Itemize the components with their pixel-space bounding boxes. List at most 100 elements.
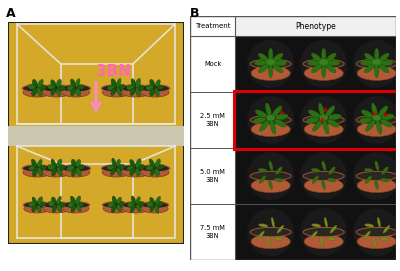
Ellipse shape (68, 203, 74, 207)
Ellipse shape (127, 202, 134, 207)
Ellipse shape (42, 202, 70, 208)
Ellipse shape (58, 202, 65, 207)
Ellipse shape (155, 159, 160, 168)
Ellipse shape (247, 40, 294, 88)
Ellipse shape (150, 88, 155, 96)
Ellipse shape (320, 236, 323, 247)
Ellipse shape (136, 168, 140, 176)
Ellipse shape (22, 165, 52, 172)
Ellipse shape (103, 204, 130, 213)
Ellipse shape (48, 85, 55, 89)
Ellipse shape (110, 168, 116, 176)
Ellipse shape (357, 234, 396, 249)
Ellipse shape (372, 103, 378, 118)
Ellipse shape (137, 164, 145, 170)
Ellipse shape (374, 180, 378, 189)
Ellipse shape (380, 237, 389, 241)
Ellipse shape (130, 88, 135, 96)
Ellipse shape (108, 202, 115, 208)
Ellipse shape (154, 168, 160, 176)
Ellipse shape (382, 114, 394, 120)
Ellipse shape (66, 166, 74, 171)
Ellipse shape (58, 86, 66, 91)
Ellipse shape (42, 85, 71, 92)
Ellipse shape (56, 159, 62, 168)
Ellipse shape (71, 159, 76, 167)
Ellipse shape (359, 117, 372, 123)
Ellipse shape (247, 152, 294, 200)
Ellipse shape (303, 59, 344, 69)
Ellipse shape (258, 53, 269, 62)
Ellipse shape (374, 48, 379, 63)
Ellipse shape (62, 168, 90, 177)
Ellipse shape (117, 205, 122, 212)
Ellipse shape (130, 204, 136, 213)
Ellipse shape (37, 159, 42, 167)
Ellipse shape (312, 120, 322, 131)
Ellipse shape (377, 217, 381, 228)
Ellipse shape (141, 168, 169, 177)
Ellipse shape (250, 227, 291, 237)
Ellipse shape (300, 40, 347, 88)
Ellipse shape (150, 197, 154, 204)
Ellipse shape (269, 161, 273, 171)
Ellipse shape (127, 166, 134, 171)
Ellipse shape (373, 236, 376, 247)
Ellipse shape (76, 196, 81, 205)
Ellipse shape (251, 66, 290, 80)
Bar (8, 126, 184, 146)
Ellipse shape (122, 168, 150, 177)
Ellipse shape (51, 88, 56, 96)
Ellipse shape (57, 204, 62, 212)
Ellipse shape (102, 88, 130, 97)
Ellipse shape (23, 88, 51, 97)
Ellipse shape (380, 178, 389, 182)
Ellipse shape (37, 197, 43, 204)
Ellipse shape (326, 64, 336, 73)
Ellipse shape (276, 167, 282, 175)
Ellipse shape (353, 40, 400, 88)
Ellipse shape (58, 165, 65, 170)
Ellipse shape (327, 119, 339, 127)
Ellipse shape (37, 167, 43, 176)
Ellipse shape (140, 165, 170, 172)
Ellipse shape (379, 64, 389, 73)
Ellipse shape (326, 237, 336, 241)
Ellipse shape (353, 96, 400, 144)
Ellipse shape (251, 234, 290, 249)
Ellipse shape (372, 115, 381, 121)
Ellipse shape (356, 227, 397, 237)
Ellipse shape (258, 231, 264, 239)
Ellipse shape (274, 119, 286, 127)
Ellipse shape (122, 204, 149, 213)
Ellipse shape (22, 85, 52, 92)
Ellipse shape (76, 205, 81, 212)
Ellipse shape (311, 64, 322, 73)
Bar (235, 148, 396, 204)
Ellipse shape (135, 78, 141, 88)
Ellipse shape (321, 63, 326, 78)
Ellipse shape (118, 164, 125, 170)
Ellipse shape (258, 224, 268, 227)
Ellipse shape (156, 164, 164, 169)
Ellipse shape (253, 117, 266, 123)
Ellipse shape (277, 225, 284, 233)
Ellipse shape (141, 202, 169, 208)
Ellipse shape (111, 79, 116, 88)
Ellipse shape (312, 176, 319, 183)
Ellipse shape (78, 165, 84, 169)
Text: 7.5 mM
3BN: 7.5 mM 3BN (200, 225, 225, 239)
Ellipse shape (76, 79, 80, 88)
Ellipse shape (381, 60, 393, 66)
Ellipse shape (62, 204, 89, 213)
Ellipse shape (116, 159, 120, 167)
Ellipse shape (300, 96, 347, 144)
Ellipse shape (311, 168, 320, 172)
Ellipse shape (135, 88, 140, 97)
Ellipse shape (258, 168, 267, 172)
Ellipse shape (23, 168, 51, 177)
Ellipse shape (255, 110, 267, 118)
Ellipse shape (310, 231, 318, 239)
Ellipse shape (116, 87, 122, 96)
Text: 5.0 mM
3BN: 5.0 mM 3BN (200, 169, 225, 183)
